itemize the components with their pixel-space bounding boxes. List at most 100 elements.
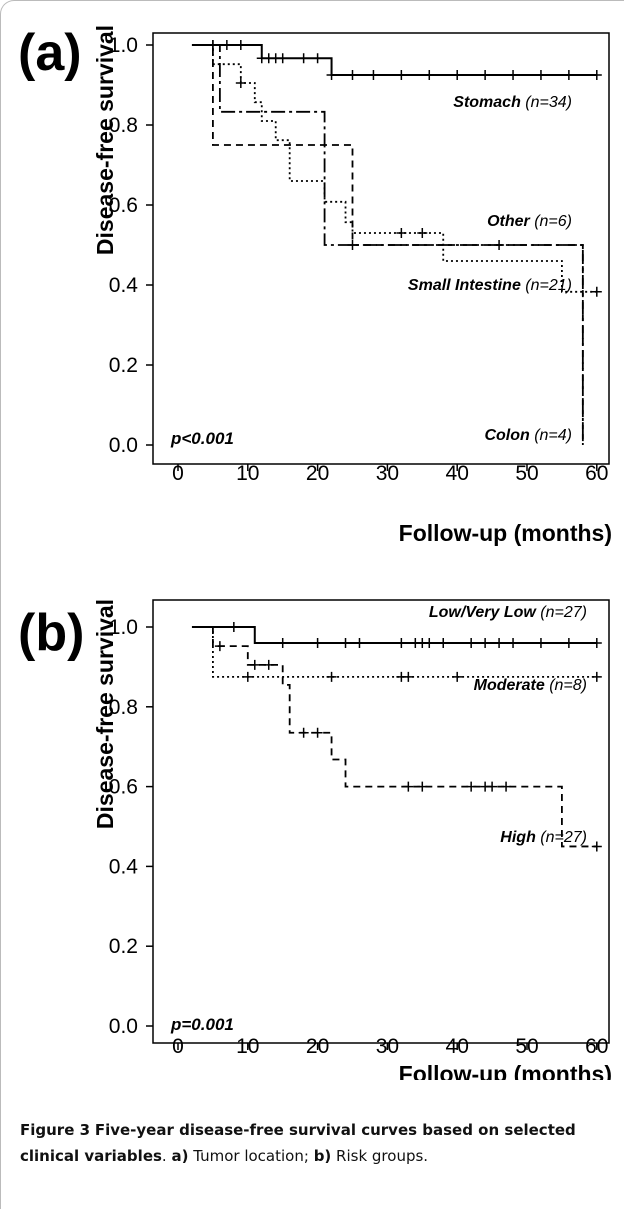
series-label-count: (n=34) — [525, 94, 572, 111]
censor-mark — [312, 53, 323, 64]
censor-mark — [326, 70, 337, 80]
censor-mark — [466, 781, 477, 792]
censor-mark — [494, 637, 505, 648]
censor-mark — [508, 637, 519, 648]
y-axis-label-a: Disease-free survival — [92, 25, 118, 255]
censor-mark — [312, 727, 323, 738]
caption-figure-label: Figure 3 — [20, 1121, 91, 1139]
censor-mark — [347, 240, 358, 250]
y-tick-label: 0.6 — [109, 776, 138, 799]
x-tick-label: 20 — [306, 462, 329, 485]
series-label-name: Moderate — [474, 677, 550, 694]
censor-mark — [452, 70, 463, 80]
censor-mark — [312, 637, 323, 648]
y-ticks-a: 0.0 0.2 0.4 0.6 0.8 1.0 — [109, 34, 153, 457]
censor-mark — [501, 781, 512, 792]
x-ticks-b: 0 10 20 30 40 50 60 — [172, 1035, 608, 1058]
x-tick-label: 60 — [585, 1035, 608, 1058]
series-labels-b: Low/Very Low (n=27) Moderate (n=8) High (n… — [429, 604, 587, 846]
series-labels-a: Stomach (n=34) Other (n=6) Small Intestine… — [408, 94, 572, 444]
censor-mark — [396, 70, 407, 80]
x-ticks-a: 0 10 20 30 40 50 60 — [172, 462, 608, 485]
series-label-count: (n=6) — [534, 213, 572, 230]
x-tick-label: 50 — [515, 462, 538, 485]
series-label-stomach: Stomach (n=34) — [453, 94, 572, 111]
series-label-small-intestine: Small Intestine (n=21) — [408, 277, 572, 294]
y-tick-label: 1.0 — [109, 34, 138, 57]
series-label-name: Colon — [484, 427, 534, 444]
caption-part-a-label: a) — [171, 1147, 189, 1165]
y-tick-label: 0.4 — [109, 855, 139, 878]
plot-frame-a — [152, 32, 610, 465]
censor-mark — [508, 70, 519, 80]
series-label-count: (n=8) — [549, 677, 587, 694]
censor-mark — [340, 637, 351, 648]
x-tick-label: 30 — [376, 1035, 399, 1058]
y-tick-label: 0.4 — [109, 274, 139, 297]
censor-mark — [235, 78, 246, 88]
censor-mark — [480, 70, 491, 80]
x-tick-label: 60 — [585, 462, 608, 485]
y-tick-label: 0.6 — [109, 194, 138, 217]
survival-chart-a: (a) Disease-free survival Follow-up (mon… — [18, 24, 612, 546]
series-label-moderate: Moderate (n=8) — [474, 677, 587, 694]
censor-mark — [263, 659, 274, 670]
y-tick-label: 0.8 — [109, 696, 138, 719]
survival-curve-stomach — [191, 44, 597, 76]
censor-mark — [417, 228, 428, 238]
censor-mark — [480, 637, 491, 648]
censor-mark — [368, 70, 379, 80]
series-label-count: (n=21) — [525, 277, 572, 294]
censor-mark — [221, 40, 232, 50]
caption-part-b-text: Risk groups. — [331, 1147, 429, 1165]
censor-mark — [326, 671, 337, 682]
series-label-name: Stomach — [453, 94, 525, 111]
y-tick-label: 0.0 — [109, 434, 138, 457]
censor-mark — [403, 671, 414, 682]
censor-mark — [591, 637, 602, 648]
censor-mark — [228, 622, 239, 632]
censor-mark — [403, 781, 414, 792]
survival-chart-b: (b) Disease-free survival Follow-up (mon… — [18, 599, 612, 1080]
censor-mark — [298, 53, 309, 64]
censor-mark — [235, 40, 246, 50]
curves-b — [191, 626, 597, 848]
caption-part-a-text: Tumor location; — [188, 1147, 314, 1165]
x-tick-label: 10 — [236, 1035, 259, 1058]
series-label-low-very-low: Low/Very Low (n=27) — [429, 604, 587, 621]
censor-mark — [249, 659, 260, 670]
censor-mark — [424, 637, 435, 648]
y-ticks-b: 0.0 0.2 0.4 0.6 0.8 1.0 — [109, 616, 153, 1038]
y-tick-label: 0.8 — [109, 114, 138, 137]
series-label-name: High — [500, 829, 540, 846]
censor-mark — [396, 228, 407, 238]
x-tick-label: 0 — [172, 1035, 184, 1058]
series-label-name: Low/Very Low — [429, 604, 540, 621]
series-label-count: (n=27) — [540, 829, 587, 846]
x-tick-label: 30 — [376, 462, 399, 485]
x-tick-label: 40 — [446, 462, 469, 485]
series-label-count: (n=4) — [534, 427, 572, 444]
series-label-count: (n=27) — [540, 604, 587, 621]
censor-mark — [563, 637, 574, 648]
censor-marks-a — [207, 40, 602, 297]
censor-mark — [277, 53, 288, 64]
censor-mark — [466, 637, 477, 648]
censor-mark — [298, 727, 309, 738]
censor-mark — [424, 70, 435, 80]
caption-part-b-label: b) — [313, 1147, 332, 1165]
censor-mark — [207, 40, 218, 50]
figure-caption: Figure 3 Five-year disease-free survival… — [20, 1121, 576, 1165]
survival-curve-colon — [191, 44, 584, 445]
plot-frame-b — [152, 599, 610, 1044]
y-axis-label-b: Disease-free survival — [92, 599, 118, 829]
y-tick-label: 0.2 — [109, 935, 138, 958]
censor-mark — [563, 70, 574, 80]
x-axis-label-b: Follow-up (months) — [399, 1061, 612, 1080]
y-tick-label: 1.0 — [109, 616, 138, 639]
panel-label-a: (a) — [18, 24, 82, 82]
censor-mark — [591, 286, 602, 297]
censor-mark — [591, 841, 602, 852]
censor-mark — [487, 781, 498, 792]
